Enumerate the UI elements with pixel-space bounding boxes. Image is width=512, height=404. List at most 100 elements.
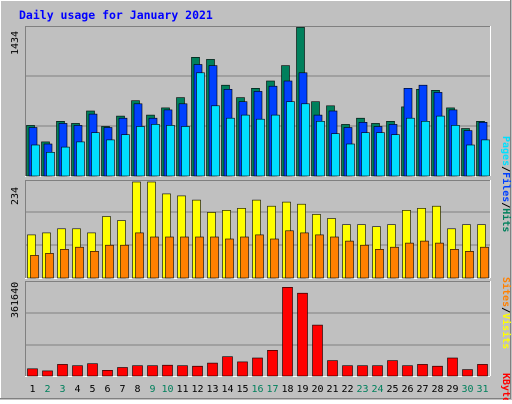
chart-title: Daily usage for January 2021: [19, 8, 213, 22]
pages-bar: [226, 117, 235, 177]
kbytes-bar: [132, 365, 143, 377]
pages-bar: [241, 114, 250, 177]
sites-bar: [480, 246, 489, 279]
kbytes-bar: [342, 365, 353, 377]
kbytes-bar: [147, 365, 158, 377]
kbytes-bar: [282, 286, 293, 377]
kbytes-bar: [72, 365, 83, 377]
pages-bar: [481, 139, 490, 177]
pages-bar: [451, 125, 460, 177]
sites-bar: [375, 249, 384, 279]
sites-bar: [270, 238, 279, 279]
kbytes-bar: [102, 369, 113, 377]
sites-bar: [90, 251, 99, 279]
legend-visits-sites: Sites/Visits: [500, 277, 512, 349]
sites-bar: [435, 242, 444, 279]
y-max-label-visits: 234: [10, 187, 21, 205]
x-day-label: 13: [206, 384, 218, 395]
sites-bar: [330, 236, 339, 279]
legend-pages: Pages: [500, 136, 511, 166]
pages-bar: [181, 126, 190, 177]
x-day-label: 23: [356, 384, 368, 395]
x-day-label: 25: [386, 384, 398, 395]
x-day-label: 4: [74, 384, 80, 395]
pages-bar: [391, 134, 400, 177]
x-day-label: 19: [296, 384, 308, 395]
legend-hits-files-pages: Pages/Files/Hits: [500, 136, 512, 232]
legend-sep-2: /: [500, 202, 511, 208]
x-day-label: 29: [446, 384, 458, 395]
sites-bar: [285, 230, 294, 279]
kbytes-bar: [387, 360, 398, 377]
pages-bar: [196, 72, 205, 177]
x-day-label: 1: [29, 384, 35, 395]
x-day-label: 16: [251, 384, 263, 395]
kbytes-bar: [87, 363, 98, 377]
pages-bar: [91, 132, 100, 177]
panel-visits-sites: [25, 180, 491, 279]
panel-kbytes: [25, 281, 491, 377]
x-day-label: 8: [134, 384, 140, 395]
kbytes-bar: [267, 349, 278, 377]
x-day-label: 30: [461, 384, 473, 395]
kbytes-bar: [462, 369, 473, 377]
kbytes-bar: [162, 364, 173, 377]
kbytes-bar: [237, 361, 248, 377]
x-day-label: 21: [326, 384, 338, 395]
x-day-label: 10: [161, 384, 173, 395]
sites-bar: [300, 232, 309, 279]
sites-bar: [60, 249, 69, 279]
kbytes-bar: [327, 360, 338, 377]
kbytes-bar: [117, 367, 128, 377]
kbytes-bar: [417, 364, 428, 377]
x-day-label: 22: [341, 384, 353, 395]
kbytes-bar: [312, 324, 323, 377]
kbytes-bar: [177, 365, 188, 377]
kbytes-bar: [372, 365, 383, 377]
sites-bar: [120, 244, 129, 279]
pages-bar: [376, 132, 385, 177]
sites-bar: [105, 244, 114, 279]
kbytes-bar: [432, 365, 443, 377]
sites-bar: [240, 236, 249, 279]
x-day-label: 31: [476, 384, 488, 395]
x-day-label: 15: [236, 384, 248, 395]
sites-bar: [75, 246, 84, 279]
pages-bar: [331, 133, 340, 177]
pages-bar: [301, 103, 310, 177]
legend-hits: Hits: [500, 208, 512, 232]
kbytes-bar: [192, 365, 203, 377]
legend-sep-1: /: [500, 166, 511, 172]
pages-bar: [256, 118, 265, 177]
panel-hits-files-pages: [25, 26, 491, 177]
pages-bar: [211, 105, 220, 177]
pages-bar: [61, 146, 70, 177]
kbytes-bar: [222, 356, 233, 377]
kbytes-bar: [297, 292, 308, 377]
legend-kbytes: KBytes: [500, 373, 511, 400]
kbytes-bar: [252, 357, 263, 377]
sites-bar: [465, 251, 474, 279]
sites-bar: [405, 242, 414, 279]
pages-bar: [31, 144, 40, 177]
x-day-label: 17: [266, 384, 278, 395]
sites-bar: [150, 236, 159, 279]
pages-bar: [271, 114, 280, 177]
x-day-label: 28: [431, 384, 443, 395]
pages-bar: [406, 117, 415, 177]
x-day-label: 27: [416, 384, 428, 395]
pages-bar: [346, 143, 355, 177]
x-day-label: 6: [104, 384, 110, 395]
kbytes-bar: [42, 370, 53, 377]
kbytes-bar: [27, 368, 38, 377]
pages-bar: [106, 139, 115, 177]
sites-bar: [390, 246, 399, 279]
sites-bar: [450, 249, 459, 279]
sites-bar: [420, 240, 429, 279]
kbytes-bar: [447, 357, 458, 377]
x-day-label: 3: [59, 384, 65, 395]
x-day-label: 26: [401, 384, 413, 395]
sites-bar: [210, 236, 219, 279]
